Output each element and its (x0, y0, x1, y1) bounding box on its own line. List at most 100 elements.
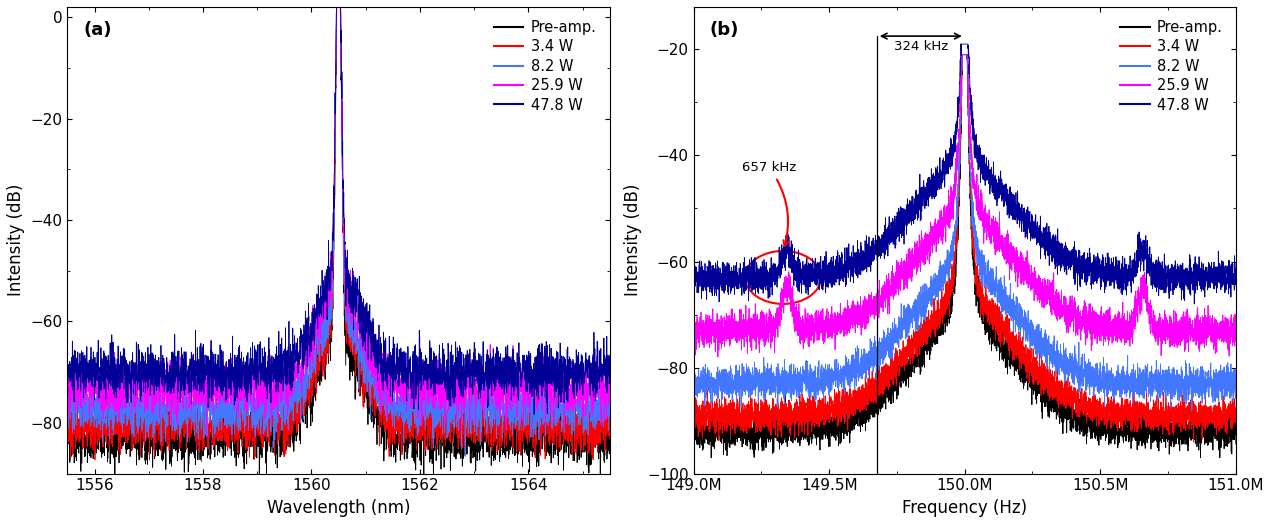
25.9 W (200, 434, 215, 440)
47.8 W (686, 267, 702, 273)
Line: 3.4 W: 3.4 W (694, 54, 1235, 442)
47.8 W (953, 41, 969, 47)
8.2 W (122, 407, 137, 413)
25.9 W (268, 394, 283, 400)
Line: 8.2 W: 8.2 W (67, 7, 610, 456)
47.8 W (784, 263, 799, 269)
3.4 W (291, 420, 306, 426)
25.9 W (1091, 322, 1106, 329)
3.4 W (686, 409, 702, 416)
Pre-amp. (955, 51, 970, 58)
8.2 W (60, 419, 75, 425)
Text: (a): (a) (84, 21, 112, 39)
8.2 W (1132, 374, 1148, 380)
8.2 W (154, 409, 169, 415)
3.4 W (534, 422, 549, 428)
8.2 W (291, 395, 306, 401)
Pre-amp. (107, 476, 122, 483)
8.2 W (592, 407, 608, 413)
3.4 W (154, 451, 169, 457)
47.8 W (1038, 232, 1054, 238)
47.8 W (60, 354, 75, 361)
25.9 W (686, 343, 702, 350)
Pre-amp. (602, 437, 618, 443)
25.9 W (894, 270, 909, 277)
Pre-amp. (1228, 441, 1243, 447)
25.9 W (60, 375, 75, 381)
Line: 3.4 W: 3.4 W (67, 7, 610, 460)
25.9 W (1012, 266, 1027, 272)
X-axis label: Wavelength (nm): Wavelength (nm) (267, 499, 411, 517)
3.4 W (1132, 413, 1148, 419)
8.2 W (602, 395, 618, 401)
Y-axis label: Intensity (dB): Intensity (dB) (624, 184, 642, 297)
Line: 8.2 W: 8.2 W (694, 54, 1235, 410)
47.8 W (602, 371, 618, 377)
3.4 W (122, 433, 137, 439)
8.2 W (686, 379, 702, 385)
8.2 W (1038, 336, 1054, 343)
Pre-amp. (1132, 427, 1148, 433)
25.9 W (1132, 291, 1148, 297)
Text: (b): (b) (710, 21, 740, 39)
Line: Pre-amp.: Pre-amp. (67, 7, 610, 479)
8.2 W (1185, 407, 1200, 413)
25.9 W (154, 371, 169, 377)
25.9 W (329, 4, 344, 10)
3.4 W (1038, 366, 1054, 373)
3.4 W (602, 434, 618, 441)
25.9 W (1038, 282, 1054, 289)
47.8 W (291, 355, 306, 362)
3.4 W (268, 404, 283, 410)
8.2 W (1012, 313, 1027, 319)
Legend: Pre-amp., 3.4 W, 8.2 W, 25.9 W, 47.8 W: Pre-amp., 3.4 W, 8.2 W, 25.9 W, 47.8 W (488, 14, 602, 118)
3.4 W (1091, 412, 1106, 418)
8.2 W (1228, 382, 1243, 388)
47.8 W (592, 378, 608, 385)
Line: 25.9 W: 25.9 W (694, 54, 1235, 357)
3.4 W (894, 356, 909, 363)
X-axis label: Frequency (Hz): Frequency (Hz) (902, 499, 1027, 517)
Pre-amp. (1038, 391, 1054, 398)
8.2 W (784, 384, 799, 390)
25.9 W (784, 313, 799, 320)
47.8 W (534, 361, 549, 367)
Pre-amp. (894, 380, 909, 387)
8.2 W (1091, 385, 1106, 391)
3.4 W (1228, 412, 1243, 418)
47.8 W (122, 378, 137, 385)
8.2 W (329, 4, 344, 10)
3.4 W (784, 413, 799, 420)
Pre-amp. (154, 428, 169, 434)
47.8 W (329, 4, 344, 10)
Line: 47.8 W: 47.8 W (67, 7, 610, 414)
25.9 W (122, 367, 137, 373)
47.8 W (894, 219, 909, 225)
47.8 W (1012, 202, 1027, 209)
Pre-amp. (686, 429, 702, 435)
Pre-amp. (60, 429, 75, 435)
8.2 W (955, 51, 970, 58)
Y-axis label: Intensity (dB): Intensity (dB) (6, 184, 25, 297)
Line: 47.8 W: 47.8 W (694, 44, 1235, 304)
Pre-amp. (1012, 359, 1027, 365)
Pre-amp. (704, 455, 719, 461)
Text: 324 kHz: 324 kHz (894, 40, 948, 53)
25.9 W (953, 51, 969, 58)
Text: 657 kHz: 657 kHz (742, 161, 797, 246)
Pre-amp. (329, 4, 344, 10)
8.2 W (534, 385, 549, 391)
3.4 W (142, 457, 158, 463)
Pre-amp. (268, 461, 283, 467)
25.9 W (1228, 333, 1243, 339)
8.2 W (268, 395, 283, 401)
47.8 W (1091, 267, 1106, 273)
3.4 W (955, 51, 970, 58)
47.8 W (268, 357, 283, 364)
3.4 W (592, 420, 608, 426)
Line: Pre-amp.: Pre-amp. (694, 54, 1235, 458)
3.4 W (1012, 336, 1027, 342)
47.8 W (1187, 301, 1202, 307)
47.8 W (1132, 258, 1148, 264)
25.9 W (710, 354, 726, 360)
